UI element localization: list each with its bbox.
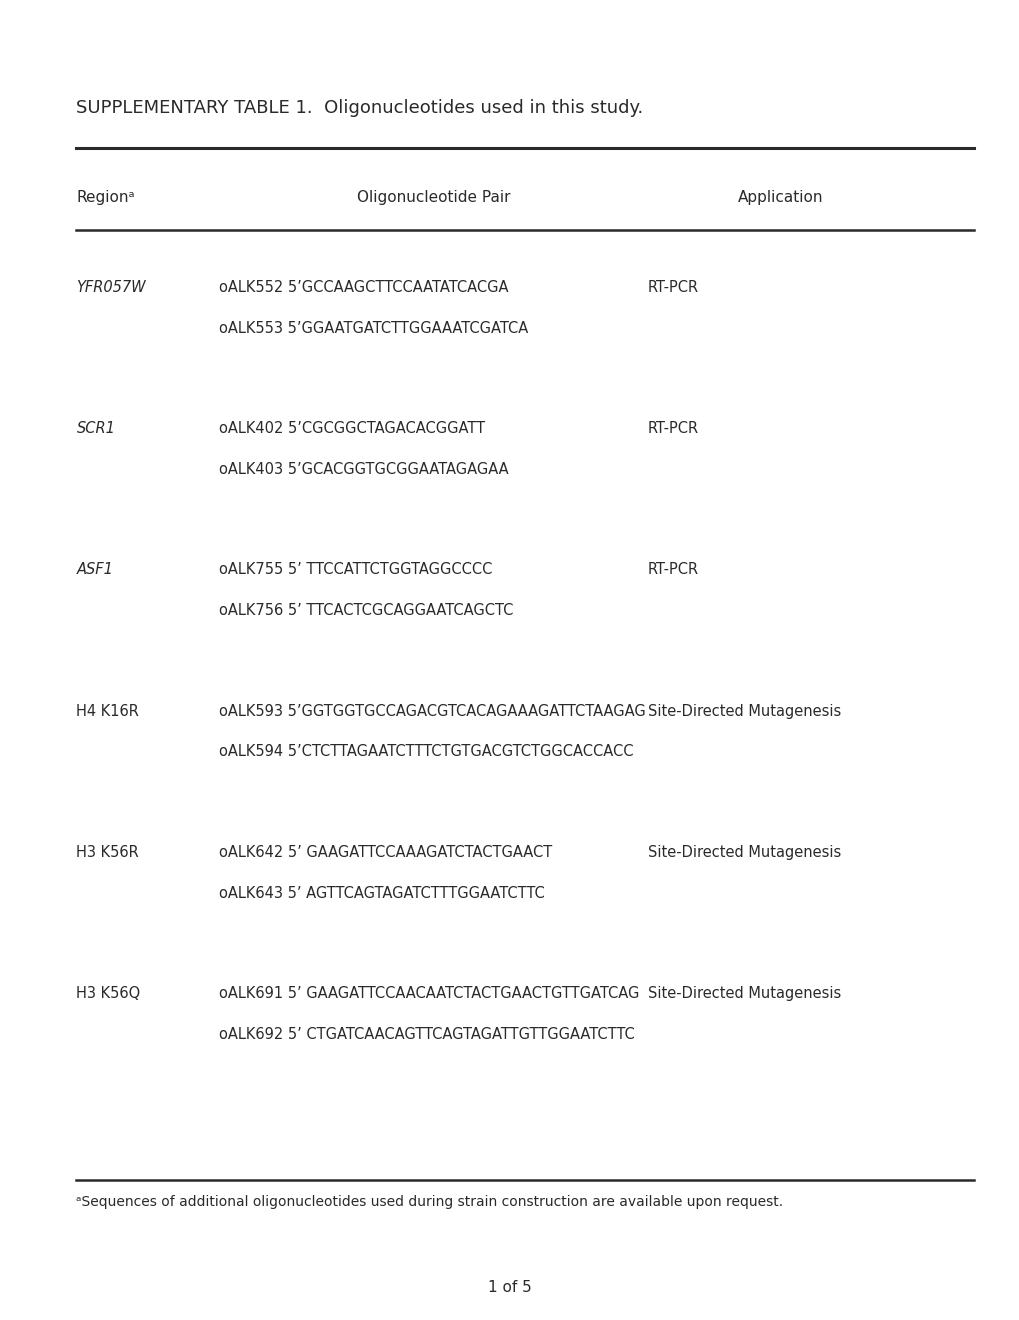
Text: Application: Application bbox=[737, 190, 822, 205]
Text: ᵃSequences of additional oligonucleotides used during strain construction are av: ᵃSequences of additional oligonucleotide… bbox=[76, 1195, 783, 1209]
Text: YFR057W: YFR057W bbox=[76, 280, 146, 294]
Text: H3 K56Q: H3 K56Q bbox=[76, 986, 141, 1001]
Text: SCR1: SCR1 bbox=[76, 421, 115, 436]
Text: oALK593 5’GGTGGTGCCAGACGTCACAGAAAGATTCTAAGAG: oALK593 5’GGTGGTGCCAGACGTCACAGAAAGATTCTA… bbox=[219, 704, 645, 718]
Text: Regionᵃ: Regionᵃ bbox=[76, 190, 135, 205]
Text: oALK553 5’GGAATGATCTTGGAAATCGATCA: oALK553 5’GGAATGATCTTGGAAATCGATCA bbox=[219, 321, 528, 335]
Text: RT-PCR: RT-PCR bbox=[647, 421, 698, 436]
Text: oALK691 5’ GAAGATTCCAACAATCTACTGAACTGTTGATCAG: oALK691 5’ GAAGATTCCAACAATCTACTGAACTGTTG… bbox=[219, 986, 639, 1001]
Text: oALK643 5’ AGTTCAGTAGATCTTTGGAATCTTC: oALK643 5’ AGTTCAGTAGATCTTTGGAATCTTC bbox=[219, 886, 544, 900]
Text: 1 of 5: 1 of 5 bbox=[488, 1280, 531, 1295]
Text: Site-Directed Mutagenesis: Site-Directed Mutagenesis bbox=[647, 986, 840, 1001]
Text: oALK552 5’GCCAAGCTTCCAATATCACGA: oALK552 5’GCCAAGCTTCCAATATCACGA bbox=[219, 280, 508, 294]
Text: ASF1: ASF1 bbox=[76, 562, 113, 577]
Text: Oligonucleotide Pair: Oligonucleotide Pair bbox=[357, 190, 510, 205]
Text: oALK692 5’ CTGATCAACAGTTCAGTAGATTGTTGGAATCTTC: oALK692 5’ CTGATCAACAGTTCAGTAGATTGTTGGAA… bbox=[219, 1027, 635, 1041]
Text: Site-Directed Mutagenesis: Site-Directed Mutagenesis bbox=[647, 845, 840, 859]
Text: oALK755 5’ TTCCATTCTGGTAGGCCCC: oALK755 5’ TTCCATTCTGGTAGGCCCC bbox=[219, 562, 492, 577]
Text: RT-PCR: RT-PCR bbox=[647, 280, 698, 294]
Text: oALK403 5’GCACGGTGCGGAATAGAGAA: oALK403 5’GCACGGTGCGGAATAGAGAA bbox=[219, 462, 508, 477]
Text: oALK642 5’ GAAGATTCCAAAGATCTACTGAACT: oALK642 5’ GAAGATTCCAAAGATCTACTGAACT bbox=[219, 845, 552, 859]
Text: H3 K56R: H3 K56R bbox=[76, 845, 140, 859]
Text: RT-PCR: RT-PCR bbox=[647, 562, 698, 577]
Text: H4 K16R: H4 K16R bbox=[76, 704, 140, 718]
Text: oALK756 5’ TTCACTCGCAGGAATCAGCTC: oALK756 5’ TTCACTCGCAGGAATCAGCTC bbox=[219, 603, 514, 618]
Text: oALK594 5’CTCTTAGAATCTTTCTGTGACGTCTGGCACCACC: oALK594 5’CTCTTAGAATCTTTCTGTGACGTCTGGCAC… bbox=[219, 744, 633, 759]
Text: SUPPLEMENTARY TABLE 1.  Oligonucleotides used in this study.: SUPPLEMENTARY TABLE 1. Oligonucleotides … bbox=[76, 99, 643, 117]
Text: Site-Directed Mutagenesis: Site-Directed Mutagenesis bbox=[647, 704, 840, 718]
Text: oALK402 5’CGCGGCTAGACACGGATT: oALK402 5’CGCGGCTAGACACGGATT bbox=[219, 421, 485, 436]
